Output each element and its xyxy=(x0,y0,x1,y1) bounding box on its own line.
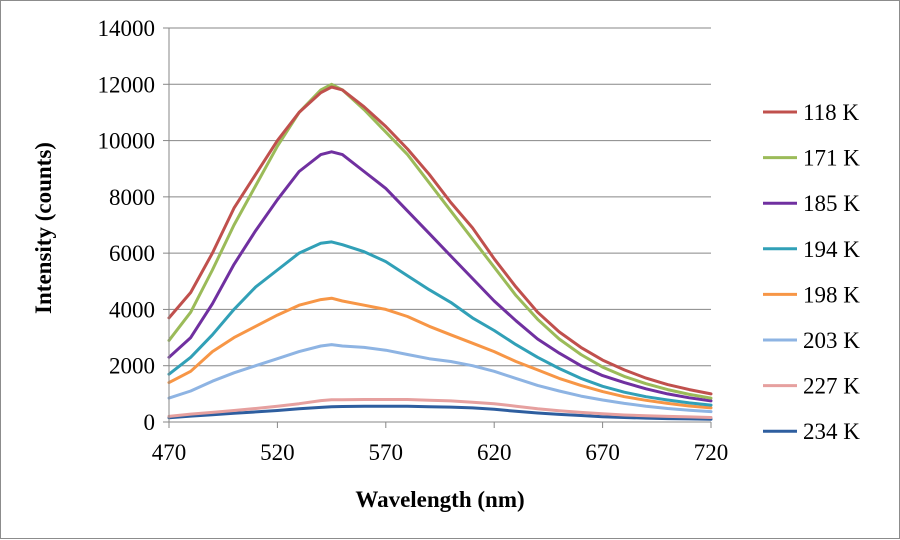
data-series xyxy=(167,82,713,421)
series-line-198-k xyxy=(167,296,713,410)
x-axis-title: Wavelength (nm) xyxy=(355,487,524,512)
legend-label-194-k: 194 K xyxy=(803,237,860,262)
x-tick-label: 520 xyxy=(260,440,295,465)
x-tick-label: 570 xyxy=(369,440,404,465)
series-line-203-k xyxy=(167,343,713,414)
y-tick-label: 4000 xyxy=(109,297,155,322)
y-axis-title: Intensity (counts) xyxy=(31,142,56,314)
axes xyxy=(163,27,712,428)
y-tick-label: 6000 xyxy=(109,241,155,266)
tick-labels: 0 2000 4000 6000 8000 10000 12000 14000 470 520 57… xyxy=(98,16,729,465)
x-tick-label: 720 xyxy=(694,440,729,465)
gridlines xyxy=(169,27,711,367)
legend-label-198-k: 198 K xyxy=(803,282,860,307)
x-tick-label: 670 xyxy=(585,440,620,465)
legend-label-234-k: 234 K xyxy=(803,419,860,444)
x-tick-label: 470 xyxy=(152,440,187,465)
y-tick-label: 0 xyxy=(144,410,156,435)
y-tick-label: 10000 xyxy=(98,129,156,154)
legend-label-227-k: 227 K xyxy=(803,374,860,399)
legend: 118 K 171 K 185 K 194 K 198 K 203 K 227 K 234 K xyxy=(763,100,860,444)
series-line-227-k xyxy=(167,398,713,419)
legend-label-203-k: 203 K xyxy=(803,328,860,353)
x-tick-label: 620 xyxy=(477,440,512,465)
series-line-234-k xyxy=(167,404,713,421)
legend-label-118-k: 118 K xyxy=(803,100,859,125)
y-tick-label: 14000 xyxy=(98,16,156,41)
legend-label-171-k: 171 K xyxy=(803,146,860,171)
series-line-171-k xyxy=(167,82,713,400)
y-tick-label: 2000 xyxy=(109,354,155,379)
series-line-194-k xyxy=(167,240,713,407)
series-line-185-k xyxy=(167,150,713,403)
legend-label-185-k: 185 K xyxy=(803,191,860,216)
y-tick-label: 8000 xyxy=(109,185,155,210)
series-line-118-k xyxy=(167,85,713,396)
y-tick-label: 12000 xyxy=(98,72,156,97)
